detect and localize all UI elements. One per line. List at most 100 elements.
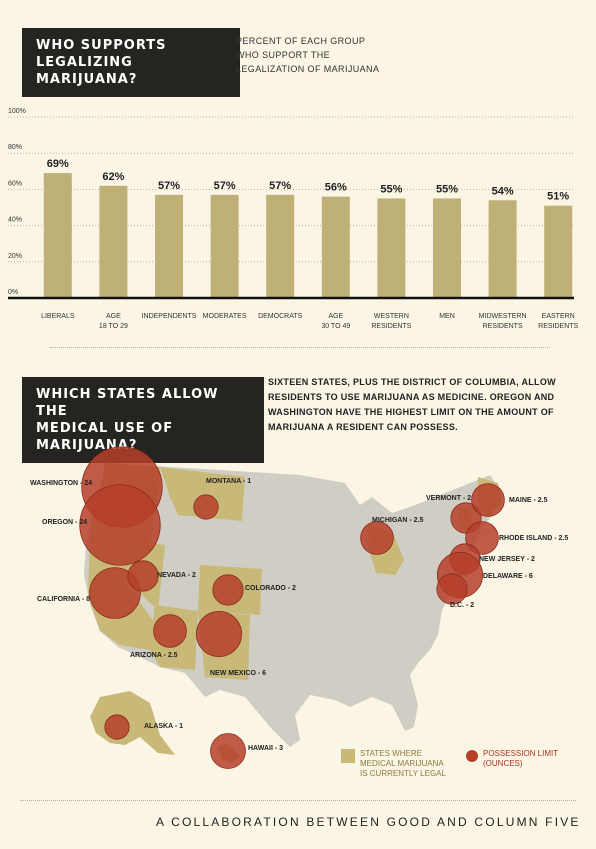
x-tick-label: RESIDENTS	[538, 323, 578, 330]
bubble-hawaii	[210, 733, 246, 769]
section2-desc-line3: WASHINGTON HAVE THE HIGHEST LIMIT ON THE…	[268, 407, 554, 417]
label-michigan: MICHIGAN - 2.5	[372, 517, 423, 524]
legend-legal-line3: IS CURRENTLY LEGAL	[360, 769, 447, 778]
bubble-maine	[471, 483, 505, 517]
montana-shape	[160, 467, 245, 521]
bar-value-label: 57%	[158, 180, 180, 192]
bar-value-label: 57%	[269, 180, 291, 192]
section1-title-line1: WHO SUPPORTS	[36, 38, 167, 53]
x-tick-label: RESIDENTS	[371, 323, 411, 330]
bar-value-label: 55%	[436, 183, 458, 195]
label-maine: MAINE - 2.5	[509, 497, 548, 504]
bubble-d-c	[436, 573, 468, 605]
x-tick-label: AGE	[328, 313, 343, 320]
bubble-california	[89, 567, 141, 619]
section2-desc-line1: SIXTEEN STATES, PLUS THE DISTRICT OF COL…	[268, 377, 556, 387]
y-tick-label: 100%	[8, 108, 26, 115]
label-washington: WASHINGTON - 24	[30, 480, 92, 487]
bar-value-label: 54%	[492, 185, 514, 197]
x-tick-label: INDEPENDENTS	[142, 313, 197, 320]
section2-desc-line2: RESIDENTS TO USE MARIJUANA AS MEDICINE. …	[268, 392, 555, 402]
footer-credit: A COLLABORATION BETWEEN GOOD AND COLUMN …	[156, 815, 581, 829]
section-divider	[50, 347, 550, 348]
y-tick-label: 20%	[8, 253, 22, 260]
bar	[488, 200, 517, 298]
bar-value-label: 51%	[547, 191, 569, 203]
section1-title: WHO SUPPORTS LEGALIZING MARIJUANA?	[22, 28, 240, 97]
x-tick-label: 18 TO 29	[99, 323, 128, 330]
bubble-arizona	[153, 614, 187, 648]
section2-title-line1: WHICH STATES ALLOW THE	[36, 387, 219, 419]
section2-desc-line4: MARIJUANA A RESIDENT CAN POSSESS.	[268, 422, 458, 432]
bar-value-label: 62%	[102, 171, 124, 183]
bubble-oregon	[79, 484, 161, 566]
bar-value-label: 57%	[214, 180, 236, 192]
x-tick-label: MEN	[439, 313, 455, 320]
bar	[377, 198, 406, 298]
bar	[155, 194, 183, 298]
x-tick-label: EASTERN	[542, 313, 575, 320]
section1-subtitle-line3: LEGALIZATION OF MARIJUANA	[236, 64, 380, 74]
section1-subtitle-line2: WHO SUPPORT THE	[236, 50, 331, 60]
bar-value-label: 55%	[380, 183, 402, 195]
bubble-montana	[193, 494, 219, 520]
bubble-michigan	[360, 521, 394, 555]
y-tick-label: 0%	[8, 289, 18, 296]
support-bar-chart: 0% 20% 40% 60% 80% 100% 69% LIBERALS 62% AGE 18 TO…	[8, 108, 579, 330]
x-tick-label: WESTERN	[374, 313, 409, 320]
bar	[321, 196, 350, 298]
label-alaska: ALASKA - 1	[144, 723, 183, 730]
x-tick-label: 30 TO 49	[321, 323, 350, 330]
x-tick-label: DEMOCRATS	[258, 313, 303, 320]
bar-value-label: 69%	[47, 158, 69, 170]
footer-divider	[20, 800, 576, 801]
bar-value-label: 56%	[325, 182, 347, 194]
x-tick-label: RESIDENTS	[483, 323, 523, 330]
y-tick-label: 60%	[8, 180, 22, 187]
label-oregon: OREGON - 24	[42, 519, 87, 526]
label-montana: MONTANA - 1	[206, 478, 251, 485]
possession-bubbles	[79, 446, 505, 769]
bubble-nevada	[127, 560, 159, 592]
bar	[210, 194, 239, 298]
lower48-shape	[84, 463, 500, 747]
legend-legal-line2: MEDICAL MARIJUANA	[360, 759, 444, 768]
legend-legal-swatch	[341, 749, 355, 763]
bar	[99, 185, 128, 298]
us-medical-marijuana-map: WASHINGTON - 24 OREGON - 24 CALIFORNIA - 8…	[30, 446, 568, 778]
bar	[544, 205, 573, 298]
label-vermont: VERMONT - 2	[426, 495, 471, 502]
label-california: CALIFORNIA - 8	[37, 596, 90, 603]
label-new-jersey: NEW JERSEY - 2	[479, 556, 535, 563]
bubble-colorado	[212, 574, 244, 606]
section1-subtitle-line1: PERCENT OF EACH GROUP	[236, 36, 366, 46]
x-tick-label: AGE	[106, 313, 121, 320]
alaska-shape	[90, 691, 175, 755]
legend-limit-line1: POSSESSION LIMIT	[483, 749, 558, 758]
bar	[43, 173, 72, 298]
section1-subtitle: PERCENT OF EACH GROUP WHO SUPPORT THE LE…	[236, 34, 379, 76]
bubble-alaska	[104, 714, 130, 740]
label-arizona: ARIZONA - 2.5	[130, 652, 178, 659]
legend-limit-line2: (OUNCES)	[483, 759, 523, 768]
bar	[433, 198, 461, 298]
y-tick-label: 80%	[8, 144, 22, 151]
label-d-c: D.C. - 2	[450, 602, 474, 609]
x-tick-label: MIDWESTERN	[479, 313, 527, 320]
label-new-mexico: NEW MEXICO - 6	[210, 670, 266, 677]
legend-legal-line1: STATES WHERE	[360, 749, 422, 758]
label-delaware: DELAWARE - 6	[483, 573, 533, 580]
label-colorado: COLORADO - 2	[245, 585, 296, 592]
legend-limit-swatch	[466, 750, 478, 762]
bar	[266, 194, 295, 298]
state-labels: WASHINGTON - 24 OREGON - 24 CALIFORNIA - 8…	[30, 478, 568, 752]
x-tick-label: LIBERALS	[41, 313, 75, 320]
bubble-new-mexico	[195, 610, 243, 658]
x-tick-label: MODERATES	[203, 313, 247, 320]
section2-description: SIXTEEN STATES, PLUS THE DISTRICT OF COL…	[268, 375, 556, 435]
label-rhode-island: RHODE ISLAND - 2.5	[499, 535, 568, 542]
label-nevada: NEVADA - 2	[157, 572, 196, 579]
section1-title-line2: LEGALIZING MARIJUANA?	[36, 55, 138, 87]
map-legend: STATES WHERE MEDICAL MARIJUANA IS CURREN…	[341, 749, 558, 778]
y-tick-label: 40%	[8, 217, 22, 224]
